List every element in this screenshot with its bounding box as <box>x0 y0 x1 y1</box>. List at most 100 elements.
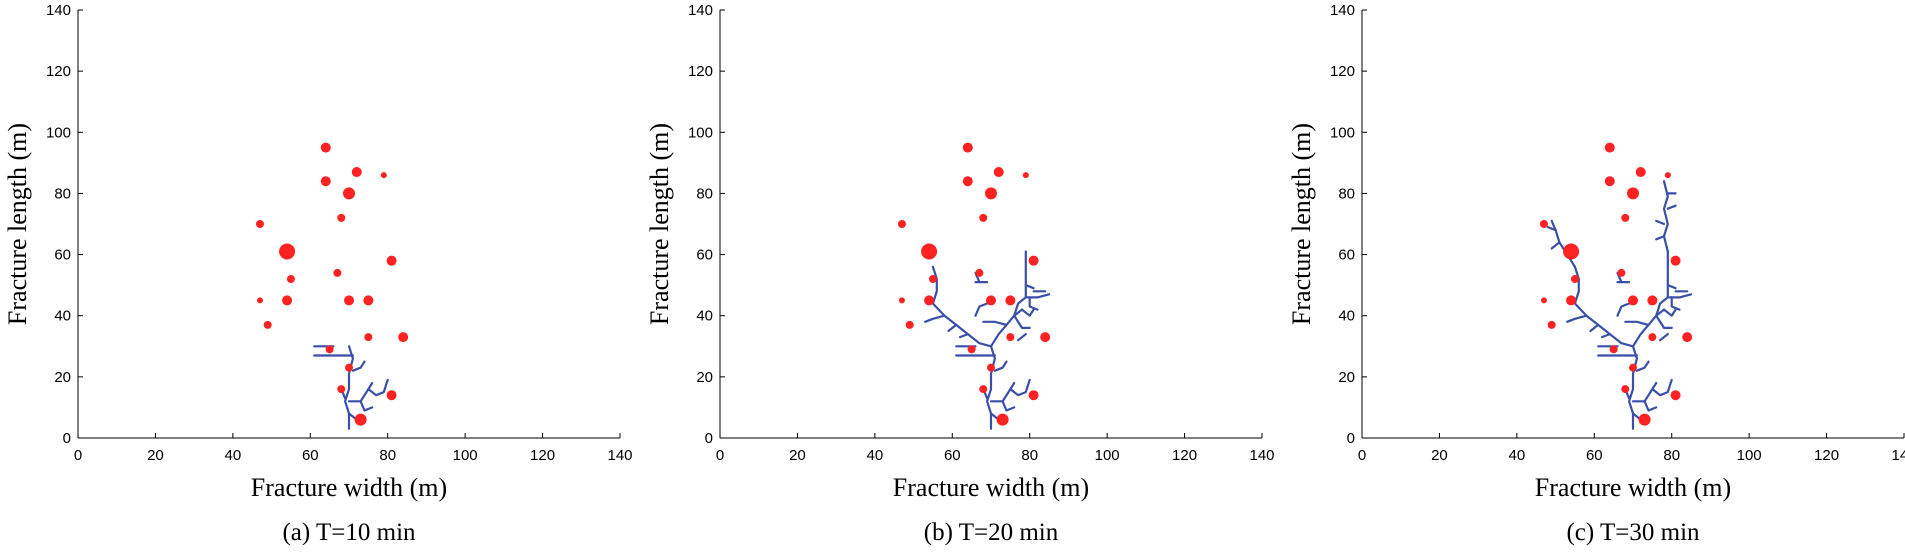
fracture-branch <box>1589 323 1600 333</box>
event-point <box>363 295 374 306</box>
y-tick-label: 40 <box>54 308 71 325</box>
x-tick-label: 40 <box>867 447 884 464</box>
y-tick-label: 20 <box>696 369 713 386</box>
fracture-branch <box>359 400 374 412</box>
fracture-branch <box>1655 314 1673 329</box>
x-tick-label: 100 <box>453 447 478 464</box>
panel-3: 0 20 40 60 80 100 120 140 0 20 40 60 80 100 120 140 Frac… <box>1287 2 1905 546</box>
fracture-branch <box>1643 400 1658 412</box>
event-point <box>364 333 373 342</box>
y-tick-label: 0 <box>63 430 71 447</box>
event-point <box>380 172 387 179</box>
event-point <box>993 167 1004 178</box>
fracture-branch <box>974 302 989 317</box>
fracture-branch <box>982 320 1008 326</box>
event-point <box>325 345 334 354</box>
fracture-branch <box>1024 284 1035 290</box>
y-tick-label: 120 <box>688 63 713 80</box>
y-axis-label: Fracture length (m) <box>645 123 674 325</box>
event-point <box>921 243 938 260</box>
fracture-branch <box>1666 204 1677 210</box>
event-point <box>1647 295 1658 306</box>
y-tick-label: 100 <box>1330 124 1355 141</box>
fracture-branch <box>347 381 374 403</box>
event-point <box>1563 243 1580 260</box>
y-tick-label: 140 <box>688 2 713 19</box>
fracture-branch <box>1550 241 1561 250</box>
fracture-branch <box>958 333 969 339</box>
y-tick-label: 120 <box>46 63 71 80</box>
fracture-branch <box>947 323 958 333</box>
event-point <box>263 320 272 329</box>
y-tick-label: 80 <box>54 185 71 202</box>
x-tick-label: 100 <box>1095 447 1120 464</box>
x-tick-label: 0 <box>74 447 82 464</box>
x-tick-label: 60 <box>1586 447 1603 464</box>
event-point <box>1005 295 1016 306</box>
event-point <box>898 297 905 304</box>
x-axis-label: Fracture width (m) <box>893 473 1089 502</box>
event-point <box>1028 255 1039 266</box>
event-point <box>1604 176 1615 187</box>
event-point <box>1627 187 1639 200</box>
panel-caption: (b) T=20 min <box>924 519 1059 546</box>
x-tick-label: 60 <box>944 447 961 464</box>
fracture-branch <box>1655 219 1666 226</box>
event-point <box>1540 297 1547 304</box>
fracture-branch <box>1624 320 1650 326</box>
event-point <box>255 220 264 228</box>
x-tick-label: 140 <box>1249 447 1274 464</box>
fracture-branch <box>1655 235 1666 241</box>
x-tick-label: 100 <box>1737 447 1762 464</box>
fracture-branch <box>1020 308 1035 317</box>
event-point <box>1621 385 1630 394</box>
y-tick-label: 80 <box>696 185 713 202</box>
event-point <box>1006 333 1015 342</box>
x-tick-label: 0 <box>1358 447 1366 464</box>
event-point <box>962 176 973 187</box>
event-point <box>1022 172 1029 179</box>
event-point <box>979 385 988 394</box>
y-axis-label: Fracture length (m) <box>3 123 32 325</box>
event-point <box>996 413 1009 426</box>
event-point <box>986 295 996 306</box>
event-point <box>279 243 296 260</box>
event-point <box>1621 213 1630 222</box>
x-tick-label: 20 <box>1431 447 1448 464</box>
x-tick-label: 80 <box>1021 447 1038 464</box>
event-point <box>351 167 362 178</box>
event-point <box>386 390 397 401</box>
event-point <box>1670 390 1681 401</box>
fracture-branch <box>989 381 1016 403</box>
event-point <box>975 268 984 277</box>
event-point <box>987 363 995 372</box>
fracture-branch <box>1013 314 1031 329</box>
event-point <box>1648 333 1657 342</box>
event-point <box>905 320 914 329</box>
fracture-branch <box>1001 400 1016 412</box>
y-tick-label: 40 <box>696 308 713 325</box>
y-tick-label: 80 <box>1338 185 1355 202</box>
fracture-branch <box>1016 333 1027 342</box>
event-point <box>1040 332 1051 343</box>
event-point <box>398 332 409 343</box>
fracture-branch <box>1670 296 1681 311</box>
x-tick-label: 20 <box>789 447 806 464</box>
event-point <box>320 142 331 153</box>
x-tick-label: 140 <box>1891 447 1905 464</box>
panel-caption: (c) T=30 min <box>1566 519 1700 546</box>
y-tick-label: 60 <box>1338 247 1355 264</box>
fracture-branch <box>1631 381 1658 403</box>
event-point <box>286 275 295 284</box>
event-point <box>345 363 353 372</box>
event-point <box>1628 295 1638 306</box>
y-tick-label: 20 <box>54 369 71 386</box>
y-tick-label: 100 <box>46 124 71 141</box>
event-point <box>924 295 935 306</box>
event-point <box>1682 332 1693 343</box>
y-tick-label: 0 <box>705 430 713 447</box>
y-tick-label: 40 <box>1338 308 1355 325</box>
event-point <box>343 187 355 200</box>
fracture-branch <box>367 378 389 397</box>
